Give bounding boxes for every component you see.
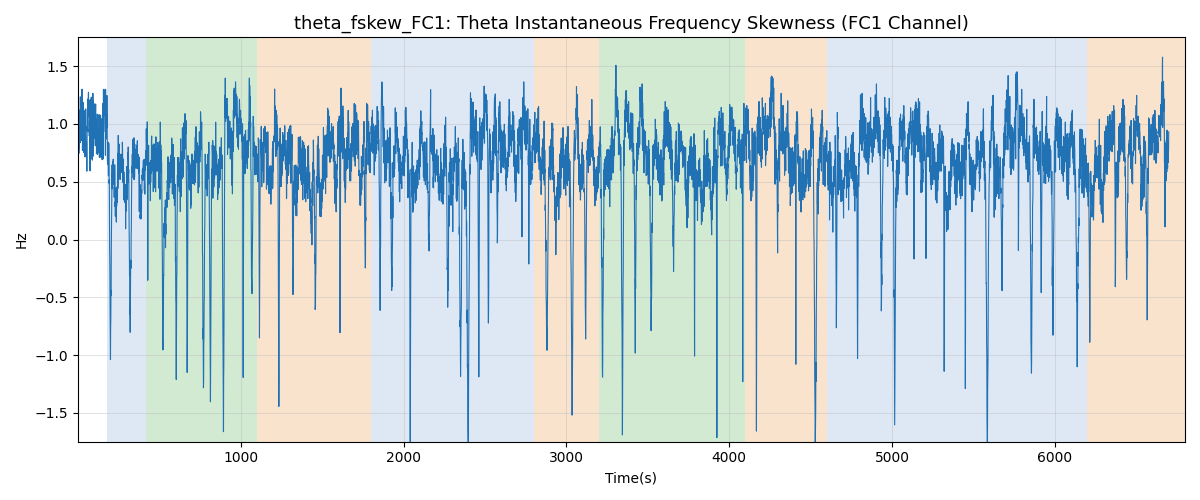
Bar [599,38,745,442]
Bar [827,38,1087,442]
Title: theta_fskew_FC1: Theta Instantaneous Frequency Skewness (FC1 Channel): theta_fskew_FC1: Theta Instantaneous Fre… [294,15,968,34]
Bar [146,38,257,442]
Bar [257,38,371,442]
Bar [745,38,827,442]
Bar [107,38,146,442]
X-axis label: Time(s): Time(s) [606,471,658,485]
Y-axis label: Hz: Hz [14,230,29,248]
Bar [1087,38,1184,442]
Bar [371,38,534,442]
Bar [534,38,599,442]
